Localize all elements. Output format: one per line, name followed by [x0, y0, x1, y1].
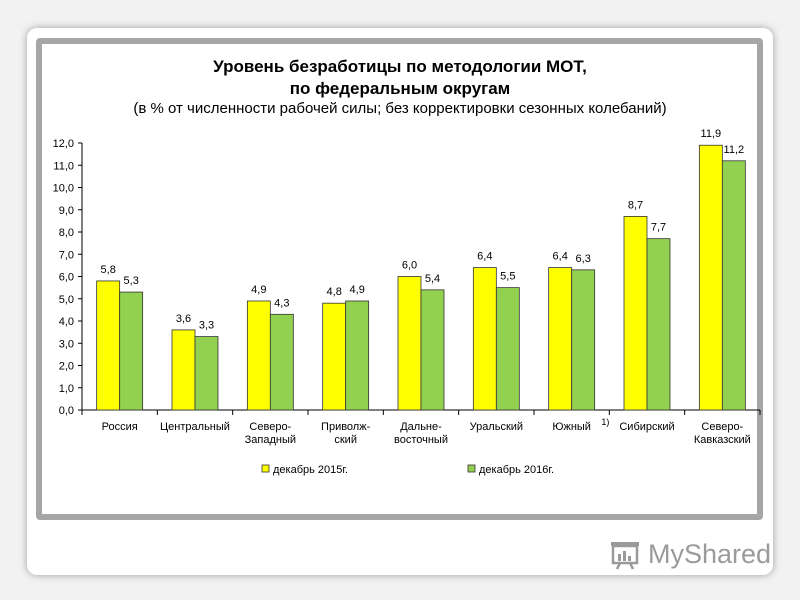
y-tick-label: 11,0	[53, 160, 74, 172]
footnote-mark: 1)	[601, 417, 609, 427]
bar-2016	[571, 269, 596, 411]
data-label: 6,3	[576, 253, 591, 265]
x-tick-label: Центральный	[160, 421, 230, 433]
x-tick-label: Северо-	[249, 421, 291, 433]
data-label: 5,4	[425, 273, 440, 285]
myshared-logo: MyShared	[608, 536, 771, 572]
data-label: 6,4	[553, 251, 568, 263]
y-tick-label: 6,0	[59, 272, 74, 284]
bar-2016	[495, 287, 520, 411]
data-label: 4,9	[350, 284, 365, 296]
legend-label: декабрь 2015г.	[273, 464, 348, 476]
y-tick-label: 5,0	[59, 294, 74, 306]
y-tick-label: 1,0	[59, 383, 74, 395]
bar-2016	[269, 313, 294, 411]
chart-subtitle: (в % от численности рабочей силы; без ко…	[133, 100, 667, 117]
data-label: 5,3	[124, 275, 139, 287]
y-tick-label: 2,0	[59, 361, 74, 373]
y-tick-label: 7,0	[59, 249, 74, 261]
legend-swatch	[467, 464, 476, 473]
data-label: 5,8	[101, 264, 116, 276]
bar-2016	[194, 336, 219, 411]
data-label: 3,6	[176, 313, 191, 325]
bar-2015	[548, 267, 573, 411]
bar-2015	[397, 276, 422, 411]
data-label: 11,9	[701, 128, 722, 140]
data-label: 7,7	[651, 222, 666, 234]
chart-title-line2: по федеральным округам	[289, 79, 511, 98]
chart-title-line1: Уровень безработицы по методологии МОТ,	[213, 57, 587, 76]
data-label: 6,4	[477, 251, 492, 263]
legend-label: декабрь 2016г.	[479, 464, 554, 476]
bar-2015	[96, 280, 121, 411]
y-tick-label: 3,0	[59, 338, 74, 350]
x-tick-label: Западный	[245, 434, 296, 446]
logo-text: MyShared	[648, 538, 772, 569]
bar-2016	[420, 289, 445, 411]
x-tick-label: Россия	[102, 421, 138, 433]
bar-2015	[246, 300, 271, 411]
y-tick-label: 9,0	[59, 205, 74, 217]
bar-2016	[646, 238, 671, 411]
bar-2015	[322, 302, 347, 411]
legend-swatch	[261, 464, 270, 473]
x-tick-label: Северо-	[701, 421, 743, 433]
bar-2015	[698, 144, 723, 411]
data-label: 4,8	[327, 286, 342, 298]
data-label: 4,9	[251, 284, 266, 296]
bar-2015	[472, 267, 497, 411]
y-tick-label: 0,0	[59, 405, 74, 417]
bar-2016	[119, 291, 144, 411]
data-label: 6,0	[402, 260, 417, 272]
y-tick-label: 8,0	[59, 227, 74, 239]
x-tick-label: Кавказский	[694, 434, 751, 446]
x-tick-label: Сибирский	[619, 421, 674, 433]
data-label: 11,2	[724, 144, 745, 156]
y-tick-label: 4,0	[59, 316, 74, 328]
data-label: 4,3	[274, 297, 289, 309]
y-tick-label: 12,0	[53, 138, 74, 150]
bar-2016	[345, 300, 370, 411]
x-tick-label: Приволж-	[321, 421, 371, 433]
bar-2015	[171, 329, 196, 411]
x-tick-label: восточный	[394, 434, 448, 446]
y-tick-label: 10,0	[53, 183, 74, 195]
bar-2015	[623, 216, 648, 411]
x-tick-label: Дальне-	[400, 421, 442, 433]
presentation-icon	[611, 542, 639, 570]
data-label: 8,7	[628, 199, 643, 211]
data-label: 5,5	[500, 271, 515, 283]
x-tick-label: ский	[334, 434, 357, 446]
data-label: 3,3	[199, 320, 214, 332]
x-tick-label: Южный	[552, 421, 591, 433]
bar-2016	[721, 160, 746, 411]
x-tick-label: Уральский	[470, 421, 523, 433]
